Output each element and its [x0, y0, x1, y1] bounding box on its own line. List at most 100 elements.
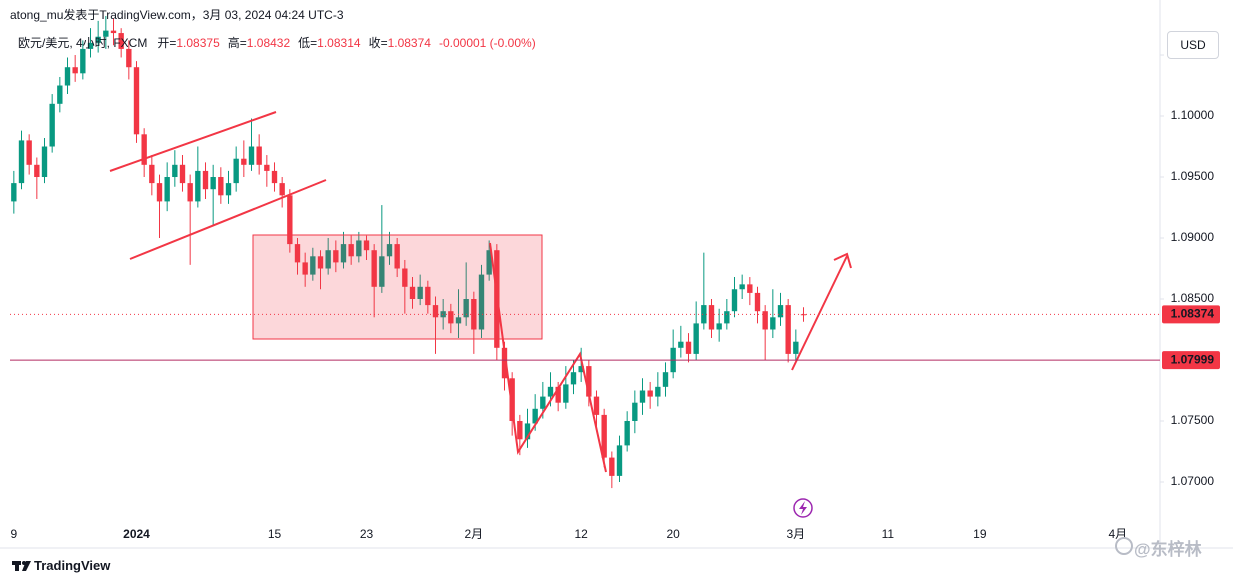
ohlc-label: 低= — [298, 36, 318, 50]
x-tick-label: 19 — [973, 527, 987, 541]
candle-body — [103, 30, 109, 37]
candle-body — [624, 420, 630, 446]
x-tick-label: 23 — [360, 527, 374, 541]
symbol: 欧元/美元, 4小时, FXCM — [18, 36, 148, 50]
byline: atong_mu发表于TradingView.com，3月 03, 2024 0… — [10, 8, 344, 22]
x-tick-label: 3月 — [786, 527, 805, 541]
candle-body — [609, 457, 615, 476]
ohlc-label: 开= — [157, 36, 177, 50]
candle-body — [701, 305, 707, 324]
candle-body — [264, 164, 270, 171]
candle-body — [294, 244, 301, 263]
ohlc-value: 1.08432 — [246, 36, 291, 50]
candle-body — [325, 250, 331, 269]
candle-body — [126, 48, 132, 68]
candle-body — [616, 445, 623, 476]
tv-logo — [12, 561, 31, 571]
candle-body — [41, 146, 48, 178]
candle-body — [233, 158, 239, 184]
candle-body — [647, 390, 653, 397]
ohlc-label: 高= — [227, 36, 247, 50]
candle-body — [179, 164, 186, 184]
price-axis-bg — [1160, 0, 1233, 548]
zigzag — [489, 242, 607, 473]
candle-body — [333, 250, 339, 263]
arrow-line — [791, 255, 848, 371]
watermark-icon — [1115, 537, 1133, 555]
candle-body — [356, 240, 362, 257]
candle-body — [164, 177, 170, 202]
candle-body — [440, 311, 446, 318]
candle-body — [754, 292, 761, 312]
candle-body — [386, 244, 393, 257]
channel-lower — [129, 179, 327, 260]
candle-body — [685, 341, 692, 354]
channel-upper — [109, 111, 277, 172]
candle-body — [80, 48, 86, 74]
candle-body — [432, 305, 439, 318]
candle-body — [501, 347, 508, 379]
drawings — [109, 111, 852, 473]
candle-body — [478, 274, 485, 330]
ohlc-legend: 欧元/美元, 4小时, FXCM 开=1.08375 高=1.08432 低=1.08… — [18, 34, 544, 51]
candle-body — [302, 262, 308, 275]
candle-body — [509, 378, 515, 421]
candle-body — [402, 268, 408, 287]
y-tick-label: 1.09500 — [1171, 169, 1215, 183]
candle-body — [524, 423, 531, 440]
candle-body — [762, 311, 768, 330]
y-tick-label: 1.09000 — [1171, 230, 1215, 244]
x-tick-label: 9 — [10, 527, 17, 541]
candle-body — [64, 67, 71, 86]
lightning-icon[interactable] — [793, 498, 813, 518]
candle-body — [555, 386, 561, 403]
currency-button[interactable]: USD — [1167, 31, 1219, 59]
candle-body — [425, 286, 431, 306]
x-tick-label: 20 — [666, 527, 680, 541]
candle-body — [34, 164, 40, 178]
candle-body — [279, 183, 285, 196]
candle-body — [248, 146, 255, 165]
candle-body — [678, 341, 684, 348]
candle-body — [517, 420, 523, 440]
ohlc-value: 1.08375 — [176, 36, 220, 50]
candle-body — [639, 390, 646, 403]
candle-body — [18, 140, 25, 184]
level-label: 1.07999 — [1171, 352, 1215, 366]
candle-body — [310, 256, 316, 275]
candle-body — [26, 140, 32, 165]
candle-body — [601, 414, 607, 458]
level-label-bg — [1162, 351, 1220, 370]
candle-body — [793, 341, 799, 354]
candle-body — [409, 286, 416, 300]
candle-body — [800, 314, 807, 316]
candle-body — [218, 177, 224, 196]
candle-body — [455, 317, 462, 324]
candle-body — [578, 366, 584, 373]
axes: 1.105001.100001.095001.090001.085001.075… — [10, 47, 1220, 541]
candle-body — [593, 396, 600, 415]
ohlc-value: 1.08314 — [317, 36, 361, 50]
y-tick-label: 1.10000 — [1171, 108, 1215, 122]
candle-body — [716, 323, 722, 330]
candle-body — [486, 250, 492, 275]
range-box — [252, 234, 543, 340]
arrow-head — [833, 252, 852, 269]
candle-body — [379, 256, 385, 287]
candle-body — [417, 286, 423, 300]
candle-body — [770, 317, 776, 330]
candle-body — [708, 305, 715, 330]
candle-body — [202, 170, 209, 190]
candle-body — [141, 134, 147, 165]
candle-body — [11, 183, 17, 202]
candle-body — [210, 177, 216, 190]
candle-body — [547, 386, 554, 397]
candle-body — [340, 244, 347, 263]
candle-body — [241, 158, 247, 165]
candle-body — [156, 183, 163, 202]
y-tick-label: 1.07000 — [1171, 474, 1215, 488]
candle-body — [133, 67, 140, 135]
candle-body — [317, 256, 324, 269]
